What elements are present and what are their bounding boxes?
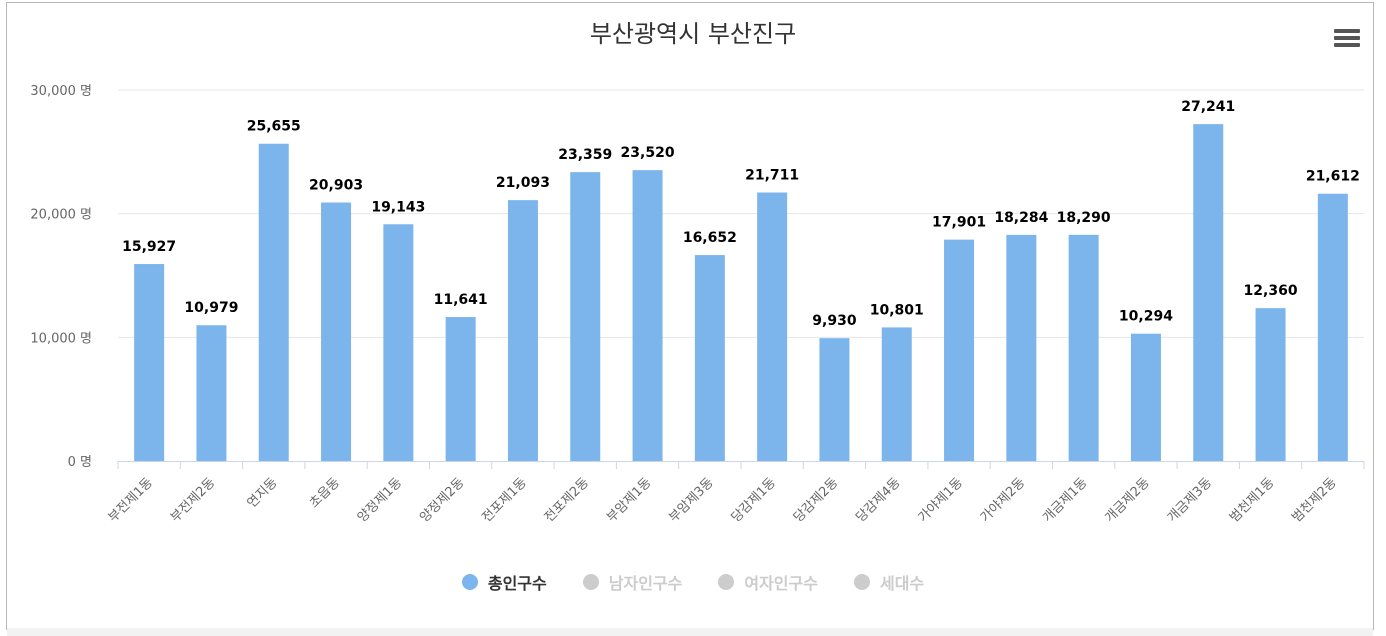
data-label: 25,655 [247, 119, 301, 135]
menu-line [1334, 43, 1360, 47]
data-label: 27,241 [1181, 99, 1235, 115]
x-tick-label: 부암제1동 [604, 475, 654, 525]
x-tick-label: 양정제1동 [355, 475, 405, 525]
data-label: 10,801 [870, 302, 924, 318]
data-label: 9,930 [812, 313, 857, 329]
data-label: 12,360 [1244, 283, 1298, 299]
y-tick-label: 30,000 명 [30, 84, 92, 99]
x-tick-label: 당감제2동 [791, 475, 841, 525]
x-tick-label: 양정제2동 [417, 475, 467, 525]
x-tick-label: 가야제1동 [916, 475, 966, 525]
chart-title: 부산광역시 부산진구 [589, 20, 797, 48]
x-tick-label: 부전제2동 [168, 475, 218, 525]
data-label: 11,641 [434, 292, 488, 308]
menu-line [1334, 36, 1360, 40]
bar[interactable] [383, 224, 414, 461]
x-tick-label: 전포제1동 [479, 475, 529, 525]
y-tick-label: 0 명 [68, 455, 92, 470]
y-tick-label: 20,000 명 [30, 208, 92, 223]
legend-marker [718, 574, 735, 590]
bar[interactable] [570, 172, 601, 462]
bar[interactable] [321, 202, 352, 461]
legend-label: 총인구수 [487, 574, 547, 593]
menu-line [1334, 29, 1360, 33]
data-label: 21,612 [1306, 169, 1360, 185]
data-label: 23,359 [558, 147, 612, 163]
x-tick-label: 당감제4동 [853, 475, 903, 525]
bar[interactable] [757, 192, 788, 461]
data-label: 20,903 [309, 177, 363, 193]
x-tick-label: 당감제1동 [729, 475, 779, 525]
legend-item-total[interactable]: 총인구수 [461, 570, 547, 594]
bar[interactable] [1068, 234, 1099, 461]
data-label: 21,711 [745, 168, 799, 184]
bar[interactable] [819, 338, 850, 461]
x-tick-label: 개금제1동 [1040, 475, 1090, 525]
data-label: 15,927 [122, 239, 176, 255]
x-tick-label: 가야제2동 [978, 475, 1028, 525]
legend-marker [853, 574, 870, 590]
x-tick-label: 범천제2동 [1289, 475, 1339, 525]
bar[interactable] [507, 200, 538, 461]
legend-item-households[interactable]: 세대수 [853, 570, 925, 594]
data-label: 23,520 [621, 145, 675, 161]
bar[interactable] [258, 143, 289, 462]
data-label: 10,294 [1119, 309, 1173, 325]
x-tick-label: 부암제3동 [666, 475, 716, 525]
bar[interactable] [881, 327, 912, 461]
bar[interactable] [134, 264, 165, 461]
legend-label: 남자인구수 [608, 574, 683, 593]
data-label: 19,143 [371, 199, 425, 215]
legend-marker [461, 574, 478, 590]
x-tick-label: 범천제1동 [1227, 475, 1277, 525]
bar[interactable] [1255, 308, 1286, 461]
x-tick-label: 개금제3동 [1165, 475, 1215, 525]
legend-item-male[interactable]: 남자인구수 [582, 570, 683, 594]
hamburger-menu-icon[interactable] [1334, 29, 1360, 49]
bar[interactable] [694, 255, 725, 461]
bar[interactable] [1006, 234, 1037, 461]
data-label: 17,901 [932, 215, 986, 231]
legend-item-female[interactable]: 여자인구수 [718, 570, 818, 594]
bar[interactable] [944, 239, 975, 461]
x-tick-label: 초읍동 [307, 475, 343, 511]
bar[interactable] [196, 325, 227, 461]
x-tick-label: 전포제2동 [542, 475, 592, 525]
legend-marker [582, 574, 599, 590]
legend: 총인구수 남자인구수 여자인구수 세대수 [0, 570, 1386, 594]
bar[interactable] [445, 317, 476, 461]
x-tick-label: 개금제2동 [1102, 475, 1152, 525]
bottom-strip [7, 628, 1373, 636]
legend-label: 세대수 [879, 574, 925, 593]
x-tick-label: 연지동 [245, 475, 281, 511]
x-tick-label: 부전제1동 [106, 475, 156, 525]
y-tick-label: 10,000 명 [30, 331, 92, 346]
bar[interactable] [1193, 124, 1224, 462]
bar[interactable] [632, 170, 663, 462]
data-label: 10,979 [184, 300, 238, 316]
data-label: 21,093 [496, 175, 550, 191]
bar[interactable] [1317, 193, 1348, 461]
data-label: 18,284 [994, 210, 1048, 226]
chart-container [6, 2, 1374, 630]
bar[interactable] [1130, 333, 1161, 461]
legend-label: 여자인구수 [744, 574, 818, 593]
data-label: 16,652 [683, 230, 737, 246]
data-label: 18,290 [1057, 210, 1111, 226]
